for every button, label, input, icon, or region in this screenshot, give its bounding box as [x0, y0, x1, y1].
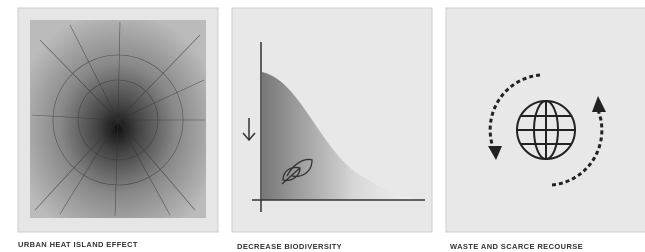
panels: URBAN HEAT ISLAND EFFECT DECREASE BIODIV…: [0, 0, 645, 252]
infographic: URBAN HEAT ISLAND EFFECT DECREASE BIODIV…: [0, 0, 645, 252]
caption: DECREASE BIODIVERSITY: [237, 242, 342, 251]
caption: URBAN HEAT ISLAND EFFECT: [18, 240, 138, 249]
caption: WASTE AND SCARCE RECOURSE: [450, 242, 583, 251]
globe-icon: [517, 101, 575, 159]
